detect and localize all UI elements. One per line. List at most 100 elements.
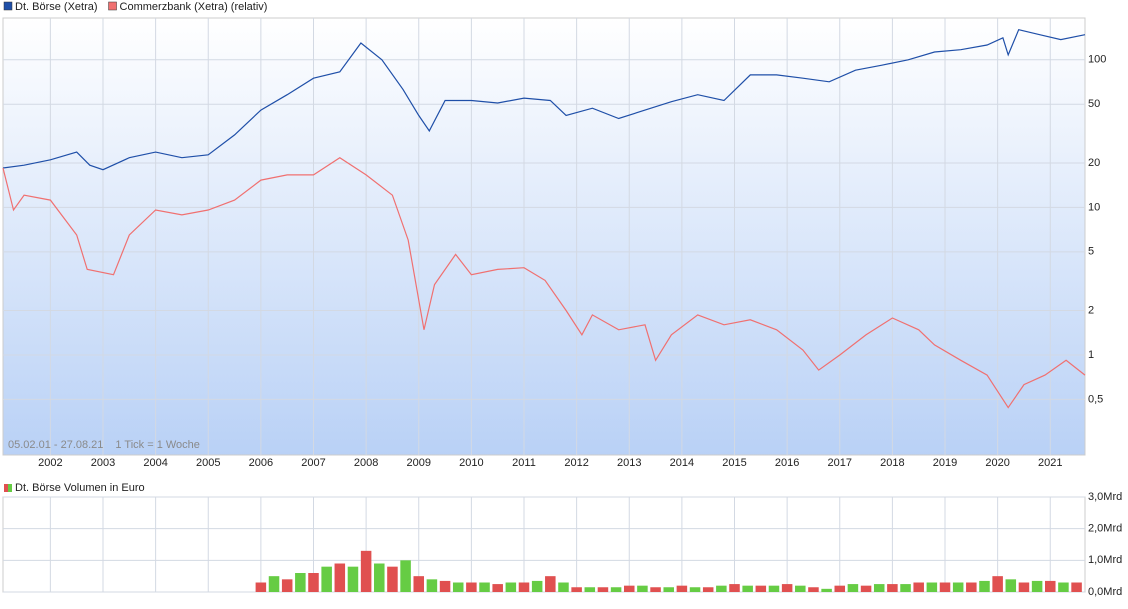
bar (623, 585, 635, 592)
bar (979, 580, 990, 592)
x-tick-label: 2005 (196, 457, 220, 469)
y-tick-label: 100 (1088, 54, 1106, 66)
bar (952, 582, 964, 592)
legend-swatch (8, 484, 12, 492)
bar (597, 587, 609, 592)
bar (255, 582, 267, 592)
y-tick-label: 1 (1088, 349, 1094, 361)
bar (321, 566, 332, 592)
x-tick-label: 2007 (301, 457, 325, 469)
y-tick-label: 3,0Mrd (1088, 491, 1122, 503)
x-tick-label: 2011 (512, 457, 536, 469)
bar (400, 560, 411, 592)
bar (558, 582, 569, 592)
x-tick-label: 2018 (880, 457, 904, 469)
bar (1031, 580, 1043, 592)
line (2, 28, 1086, 171)
bar (966, 582, 977, 592)
bar (505, 582, 517, 592)
legend-label: Dt. Börse (Xetra) (15, 1, 98, 13)
x-tick-label: 2013 (617, 457, 641, 469)
y-tick-label: 2 (1088, 304, 1094, 316)
x-tick-label: 2008 (354, 457, 378, 469)
bar (518, 582, 530, 592)
bar (939, 582, 951, 592)
line (2, 156, 1086, 409)
x-tick-label: 2003 (91, 457, 115, 469)
bar (887, 584, 898, 592)
bar (413, 576, 425, 592)
plot-area (2, 17, 1086, 456)
x-tick-label: 2010 (459, 457, 483, 469)
legend-swatch (108, 1, 117, 11)
annotation: 1 Tick = 1 Woche (115, 439, 199, 451)
x-tick-label: 2012 (564, 457, 588, 469)
bar (663, 587, 674, 592)
x-tick-label: 2014 (670, 457, 694, 469)
x-tick-label: 2006 (249, 457, 273, 469)
legend-swatch (3, 1, 13, 11)
bar (531, 580, 543, 592)
legend-swatch (4, 484, 8, 492)
bar (439, 580, 451, 592)
x-tick-label: 2017 (828, 457, 852, 469)
x-tick-label: 2002 (38, 457, 62, 469)
y-tick-label: 50 (1088, 98, 1100, 110)
bar (584, 587, 596, 592)
x-tick-label: 2019 (933, 457, 957, 469)
bar (795, 585, 806, 592)
bar (281, 579, 293, 592)
y-tick-label: 2,0Mrd (1088, 523, 1122, 535)
bar (308, 573, 319, 592)
annotation: 05.02.01 - 27.08.21 (8, 439, 103, 451)
bar (1058, 582, 1069, 592)
bar (768, 585, 780, 592)
bar (452, 582, 464, 592)
legend-label: Dt. Börse Volumen in Euro (15, 482, 145, 494)
bar (1045, 580, 1056, 592)
y-tick-label: 1,0Mrd (1088, 554, 1122, 566)
bar (742, 585, 753, 592)
y-tick-label: 0,5 (1088, 393, 1103, 405)
x-tick-label: 2020 (985, 457, 1009, 469)
bar (860, 585, 872, 592)
bar (702, 587, 714, 592)
bar (1005, 579, 1017, 592)
bar (676, 585, 688, 592)
bar (295, 573, 306, 592)
volume-plot-area (2, 496, 1086, 593)
bar (729, 584, 740, 592)
bar (610, 587, 622, 592)
bar (781, 584, 793, 592)
legend-label: Commerzbank (Xetra) (relativ) (120, 1, 268, 13)
x-tick-label: 2016 (775, 457, 799, 469)
bar (268, 576, 280, 592)
bar (1071, 582, 1082, 592)
bar (873, 584, 885, 592)
bar (492, 584, 503, 592)
bar (755, 585, 767, 592)
bar (821, 588, 832, 592)
x-tick-label: 2021 (1038, 457, 1062, 469)
bar (847, 584, 859, 592)
bar (834, 585, 846, 592)
bar (374, 563, 385, 592)
bar (926, 582, 938, 592)
y-tick-label: 20 (1088, 157, 1100, 169)
bar (347, 566, 359, 592)
y-tick-label: 0,0Mrd (1088, 586, 1122, 598)
bar (992, 576, 1003, 592)
bar (650, 587, 661, 592)
bar (571, 587, 582, 592)
x-tick-label: 2015 (722, 457, 746, 469)
x-tick-label: 2004 (143, 457, 167, 469)
bar (689, 587, 701, 592)
bar (545, 576, 556, 592)
bar (479, 582, 490, 592)
bar (900, 584, 911, 592)
bar (716, 585, 727, 592)
bar (637, 585, 648, 592)
bar (426, 579, 438, 592)
bar (360, 550, 372, 592)
